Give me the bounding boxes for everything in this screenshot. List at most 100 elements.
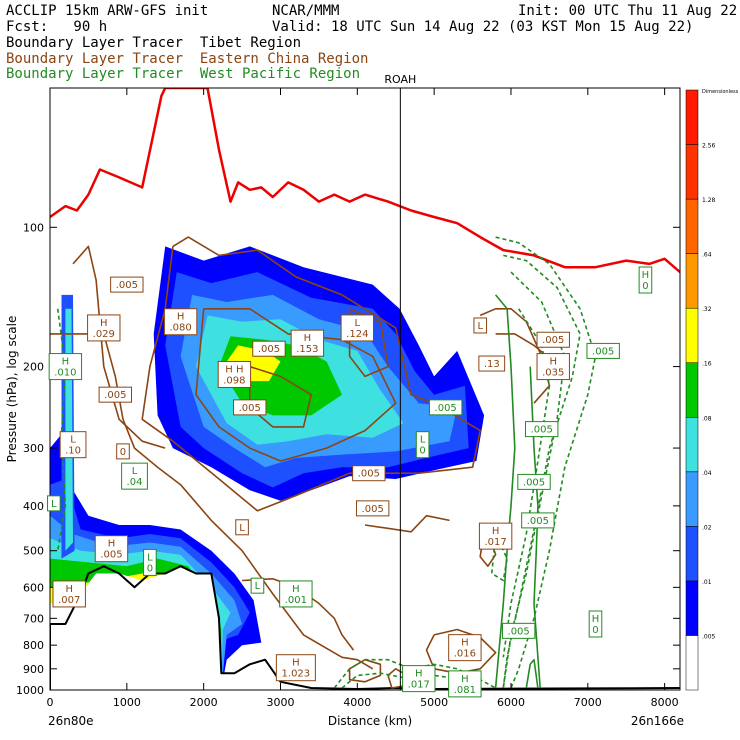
- contour-label: H: [415, 669, 423, 680]
- contour-label: 0: [419, 446, 425, 457]
- colorbar-swatch: [685, 89, 699, 145]
- y-axis-label: Pressure (hPa), log scale: [5, 316, 19, 463]
- contour-label-box: [478, 355, 506, 372]
- contour-label: H: [65, 584, 73, 595]
- contour-label: .005: [116, 280, 138, 291]
- colorbar-swatch: [685, 362, 699, 418]
- roah-label: ROAH: [384, 73, 416, 86]
- contour-label-box: [252, 340, 286, 357]
- contour-label-box: [415, 431, 430, 459]
- contour-label: .005: [542, 335, 564, 346]
- contour-label-box: [638, 266, 653, 294]
- eastern-china-contour-5: [50, 333, 374, 670]
- contour-label-box: [428, 399, 463, 416]
- contour-label: H: [642, 270, 650, 281]
- org-label: NCAR/MMM: [272, 3, 340, 19]
- contour-label: 0: [120, 447, 126, 458]
- x-tick-label: 1000: [113, 696, 141, 709]
- contour-label-box: [536, 331, 570, 348]
- contour-label: .04: [127, 477, 143, 488]
- eastern-china-contour-6: [72, 245, 166, 449]
- contour-label-box: [588, 610, 603, 638]
- contour-label: H: [549, 357, 557, 368]
- contour-label-box: [448, 670, 482, 698]
- y-tick-label: 1000: [16, 684, 44, 697]
- contour-label-box: [235, 519, 249, 536]
- x-tick-label: 6000: [497, 696, 525, 709]
- tracer-label-tibet: Boundary Layer Tracer Tibet Region: [6, 35, 302, 51]
- x-tick-label: 4000: [343, 696, 371, 709]
- contour-label-box: [279, 580, 313, 608]
- contour-label: .153: [296, 344, 318, 355]
- contour-label-box: [48, 353, 83, 381]
- contour-label: H: [461, 638, 469, 649]
- contour-label: .017: [484, 537, 506, 548]
- contour-label: L: [477, 321, 483, 332]
- plot-frame: [49, 87, 681, 691]
- y-tick-label: 100: [23, 221, 44, 234]
- contour-label-box: [121, 462, 148, 490]
- x-tick-label: 0: [47, 696, 54, 709]
- contour-label-box: [250, 577, 265, 594]
- contour-label: .035: [542, 368, 564, 379]
- contour-label-box: [59, 431, 87, 459]
- colorbar-level-label: .16: [702, 361, 712, 368]
- valid-time: Valid: 18 UTC Sun 14 Aug 22 (03 KST Mon …: [272, 19, 694, 35]
- contour-label: L: [147, 552, 153, 563]
- contour-label-box: [536, 353, 570, 381]
- contour-label-box: [94, 535, 129, 563]
- contour-label: .005: [531, 425, 553, 436]
- tracer-label-eastern-china: Boundary Layer Tracer Eastern China Regi…: [6, 51, 369, 67]
- west-pacific-contour-solid-3: [525, 658, 539, 689]
- contour-label-box: [478, 522, 513, 550]
- contour-label: .005: [104, 390, 126, 401]
- contour-label-box: [98, 386, 133, 403]
- contour-label: L: [420, 435, 426, 446]
- y-tick-label: 400: [23, 500, 44, 513]
- contour-label: .13: [484, 359, 500, 370]
- tropopause-line: [50, 88, 680, 274]
- contour-label: H: [177, 312, 185, 323]
- right-endpoint-label: 26n166e: [631, 714, 684, 728]
- contour-label: H: [100, 318, 108, 329]
- x-tick-label: 5000: [420, 696, 448, 709]
- contour-label: L: [132, 466, 138, 477]
- contour-label: .080: [169, 323, 191, 334]
- contour-label: L: [51, 499, 57, 510]
- contour-label: H: [108, 539, 116, 550]
- colorbar-swatch: [685, 417, 699, 473]
- contour-label: H: [461, 674, 469, 685]
- contour-label: 0: [642, 281, 648, 292]
- contour-label-box: [501, 622, 536, 639]
- contour-label-box: [340, 314, 375, 342]
- colorbar-level-label: .02: [702, 524, 712, 531]
- contour-label: .10: [65, 446, 81, 457]
- contour-label: 0: [592, 625, 598, 636]
- contour-label: L: [255, 581, 261, 592]
- contour-label: H: [292, 584, 300, 595]
- colorbar-title: Dimensionless: [702, 89, 739, 95]
- contour-label: .081: [454, 685, 476, 696]
- eastern-china-contour-12: [425, 628, 497, 675]
- colorbar-swatch: [685, 635, 699, 691]
- eastern-china-contour-4: [348, 308, 389, 378]
- colorbar-swatch: [685, 307, 699, 363]
- contour-label: .005: [592, 346, 614, 357]
- contour-label-box: [233, 399, 267, 416]
- colorbar-swatch: [685, 198, 699, 254]
- colorbar-level-label: .32: [702, 306, 712, 313]
- contour-label: H: [492, 526, 500, 537]
- y-tick-label: 500: [23, 545, 44, 558]
- contour-label-box: [473, 317, 488, 334]
- contour-label-box: [525, 421, 559, 438]
- contour-label: L: [355, 318, 361, 329]
- contour-label-box: [47, 495, 61, 512]
- forecast-hour: Fcst: 90 h: [6, 19, 108, 35]
- contour-label: H: [592, 614, 600, 625]
- contour-label-box: [143, 548, 157, 576]
- contour-label: H: [304, 333, 312, 344]
- left-endpoint-label: 26n80e: [48, 714, 94, 728]
- contour-label-box: [110, 276, 144, 293]
- contour-label-box: [290, 329, 325, 357]
